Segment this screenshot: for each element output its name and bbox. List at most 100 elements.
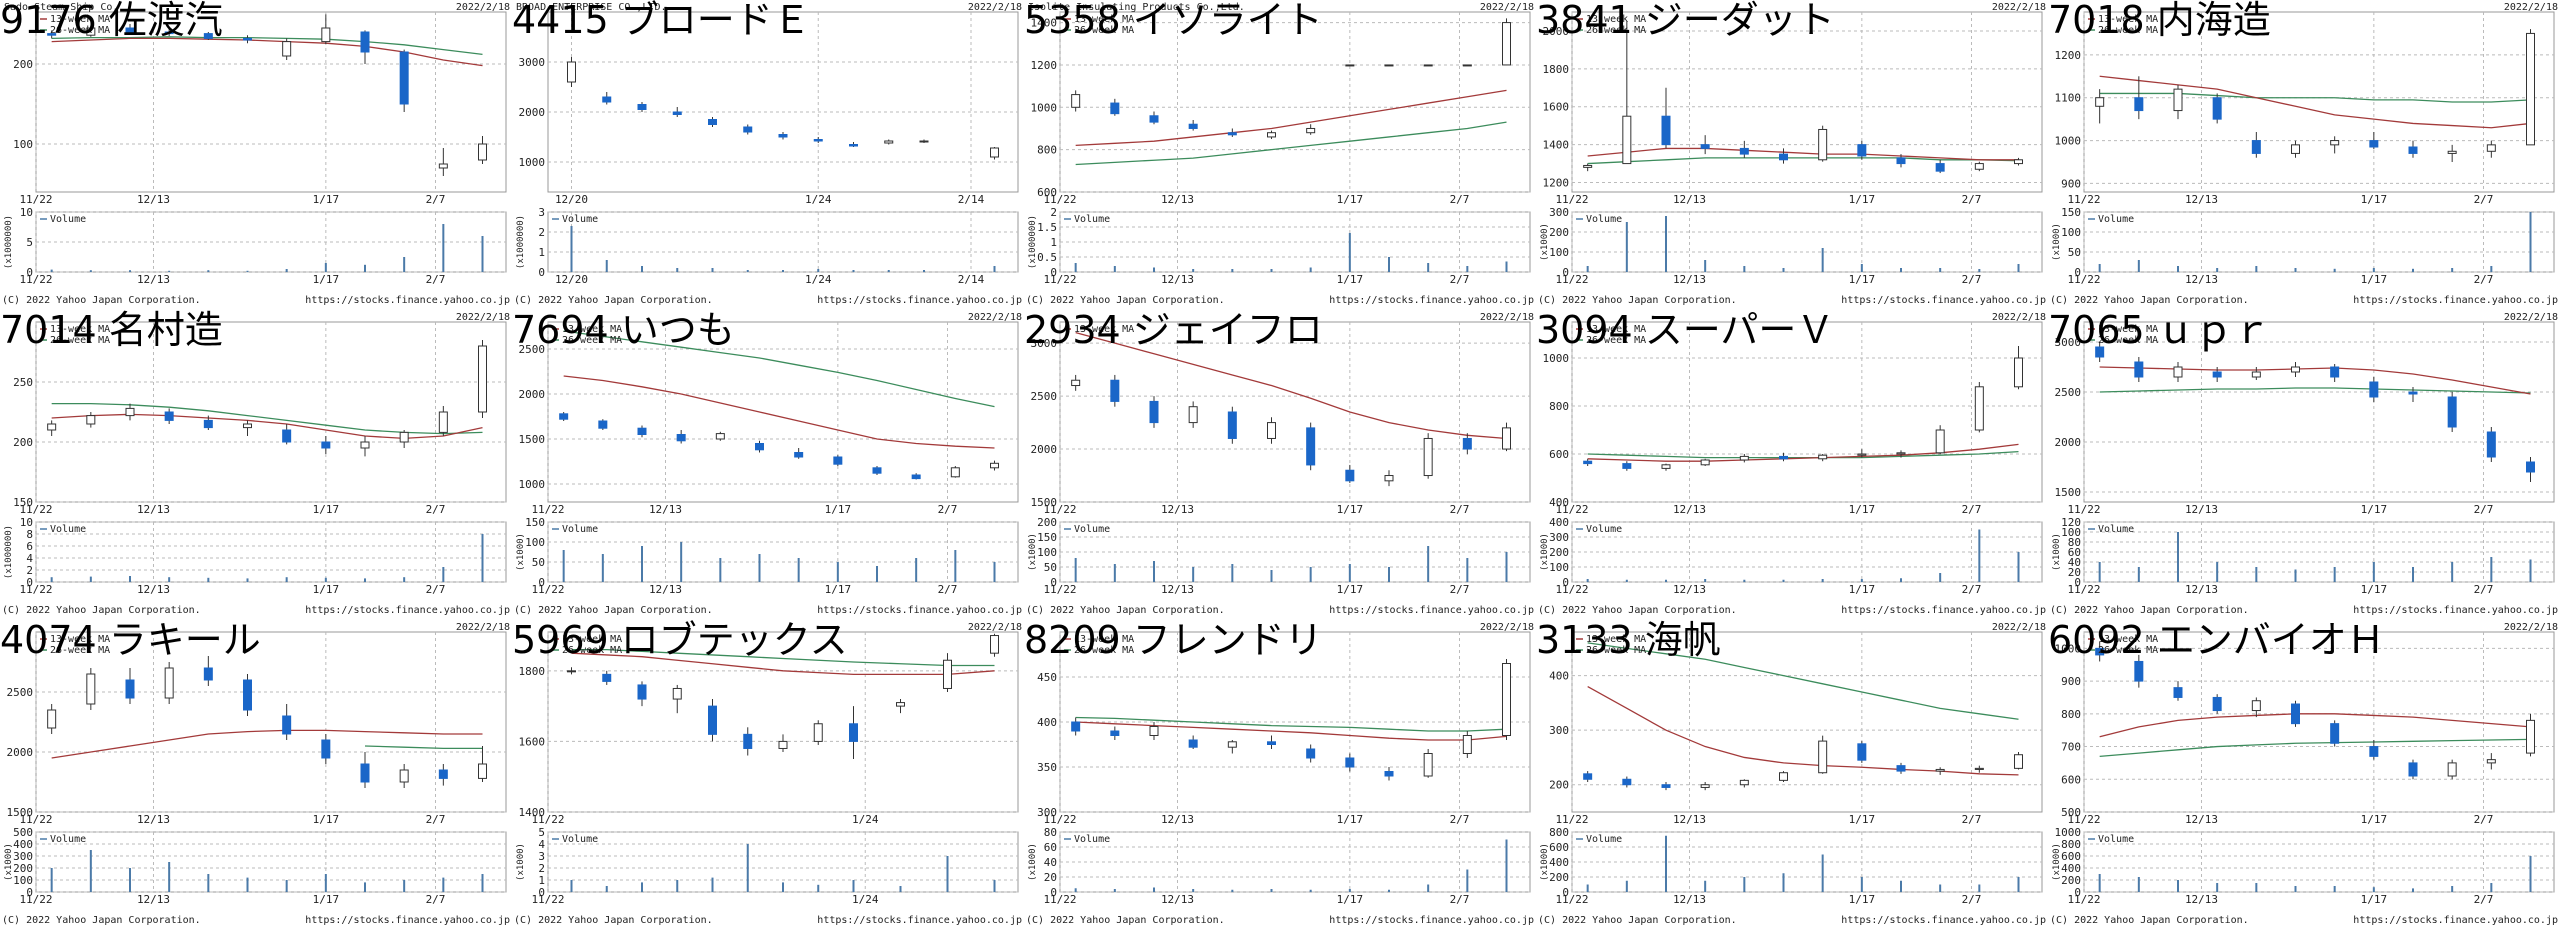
candle-body (833, 456, 843, 465)
candle-body (1267, 422, 1276, 439)
x-tick-label: 2/7 (1450, 503, 1470, 516)
volume-tick-label: 0 (1050, 576, 1057, 589)
candle-body (1700, 144, 1710, 149)
volume-bar (2294, 569, 2297, 582)
candle-body (911, 474, 921, 480)
candle-body (2134, 97, 2144, 112)
candle-body (1188, 406, 1198, 424)
stock-panel: 1000 1500 2000 2500 0 50 100 150 (x1000) 11/22 11/… (512, 308, 1022, 616)
volume-bar (1978, 884, 1981, 892)
volume-tick-label: 0.5 (1037, 251, 1057, 264)
x-tick-label: 1/17 (1849, 893, 1876, 906)
stock-panel: 900 1000 1100 1200 0 50 100 150 (x1000) 11/22 11/2… (2048, 0, 2558, 306)
x-tick-label: 11/22 (2067, 503, 2100, 516)
x-tick-label: 12/13 (137, 813, 170, 826)
candle-body (86, 415, 96, 425)
candle-body (47, 423, 57, 431)
volume-tick-label: 60 (2068, 546, 2081, 559)
ma-legend: 13-week MA (562, 634, 622, 645)
volume-bar (797, 558, 800, 582)
y-tick-label: 2500 (1031, 390, 1058, 403)
volume-bar (2177, 266, 2179, 272)
volume-bar (1074, 888, 1077, 892)
candle-body (778, 134, 788, 138)
candle-body (164, 31, 174, 35)
volume-bar (1586, 266, 1589, 272)
candle-body (1306, 748, 1316, 759)
x-tick-label: 12/13 (1673, 193, 1706, 206)
volume-bar (2137, 260, 2140, 272)
volume-legend: Volume (2098, 524, 2134, 535)
volume-bar (1231, 889, 1234, 892)
x-tick-label: 12/13 (1673, 893, 1706, 906)
volume-legend: Volume (50, 834, 86, 845)
candle-body (2447, 150, 2457, 154)
candle-body (1779, 153, 1788, 161)
volume-tick-label: 0 (2074, 266, 2081, 279)
volume-unit: (x1000000) (516, 215, 526, 269)
y-tick-label: 600 (1037, 186, 1057, 199)
volume-bar (1978, 529, 1981, 582)
candle-body (1896, 452, 1906, 455)
volume-bar (1704, 579, 1707, 582)
x-tick-label: 1/17 (313, 893, 340, 906)
volume-bar (207, 270, 210, 272)
candle-body (990, 462, 999, 469)
candle-body (2291, 366, 2300, 373)
x-tick-label: 12/13 (137, 273, 170, 286)
x-tick-label: 12/13 (137, 583, 170, 596)
volume-bar (1153, 887, 1155, 892)
ma-legend: 26-week MA (2098, 645, 2158, 656)
stock-panel: 300 350 400 450 0 20 40 60 80 (x1000) 11/22 11/22 12… (1024, 618, 1534, 926)
ma13-line (2099, 366, 2531, 395)
candle-body (125, 407, 135, 417)
source-url: https://stocks.finance.yahoo.co.jp (1329, 295, 1534, 306)
ma26-line (2099, 738, 2531, 758)
volume-tick-label: 0 (2074, 576, 2081, 589)
y-tick-label: 2000 (2055, 436, 2082, 449)
copyright: (C) 2022 Yahoo Japan Corporation. (2, 295, 201, 306)
x-tick-label: 2/7 (426, 893, 446, 906)
volume-bar (207, 577, 210, 582)
volume-bar (2490, 266, 2493, 272)
volume-bar (1192, 567, 1195, 582)
candle-body (1462, 64, 1472, 67)
ma26-line (51, 36, 483, 56)
candle-body (567, 61, 576, 83)
candle-body (2486, 759, 2496, 764)
volume-bar (285, 269, 288, 272)
y-tick-label: 1500 (519, 433, 546, 446)
volume-unit: (x1000000) (4, 215, 14, 269)
volume-bar (1388, 889, 1390, 892)
volume-bar (1113, 266, 1116, 272)
volume-unit: (x1000) (2052, 533, 2062, 571)
ma-legend: 13-week MA (50, 324, 110, 335)
volume-tick-label: 0 (538, 886, 545, 899)
candle-body (567, 670, 576, 673)
volume-bar (2412, 888, 2414, 892)
candle-body (282, 41, 292, 57)
volume-bar (1153, 561, 1155, 582)
candle-body (778, 740, 788, 749)
volume-bar (2412, 268, 2414, 272)
candle-body (672, 687, 682, 700)
volume-bar (1074, 263, 1077, 272)
candle-body (1935, 429, 1945, 454)
candle-body (1818, 454, 1828, 460)
x-tick-label: 2/14 (958, 273, 985, 286)
volume-bar (836, 562, 839, 582)
candle-body (1345, 64, 1355, 67)
volume-bar (246, 877, 249, 892)
volume-bar (2412, 567, 2414, 582)
volume-bar (2177, 532, 2179, 582)
volume-bar (364, 882, 366, 892)
copyright: (C) 2022 Yahoo Japan Corporation. (2050, 295, 2249, 306)
ma-legend: 26-week MA (50, 645, 110, 656)
volume-bar (782, 882, 784, 892)
candle-body (1149, 115, 1159, 123)
date: 2022/2/18 (1480, 2, 1534, 13)
volume-tick-label: 150 (1037, 531, 1057, 544)
volume-legend: Volume (50, 524, 86, 535)
x-tick-label: 1/17 (2361, 503, 2388, 516)
panel-title: 2934 ジェイフロ (1024, 308, 1323, 352)
